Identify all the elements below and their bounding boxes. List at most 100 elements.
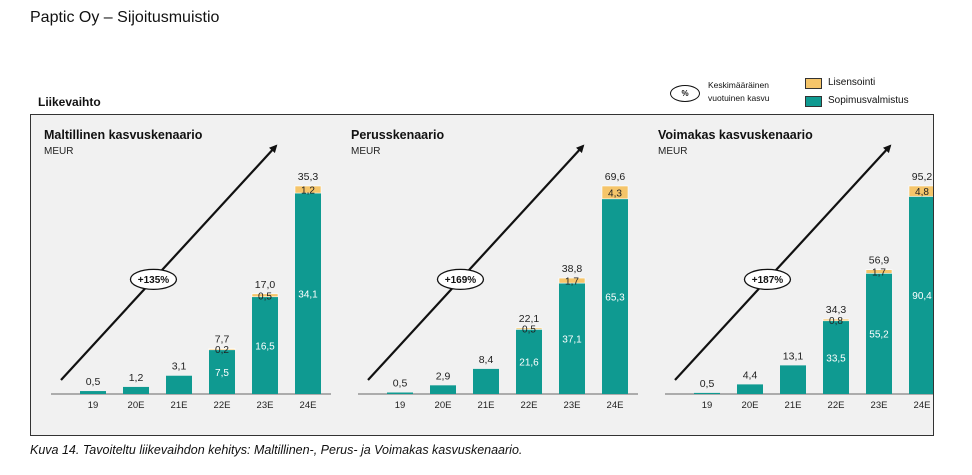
x-tick-label: 23E <box>564 400 581 411</box>
licensing-value-label: 0,5 <box>258 291 272 302</box>
licensing-value-label: 0,2 <box>215 345 229 356</box>
licensing-value-label: 0,5 <box>522 325 536 336</box>
charts-canvas: Maltillinen kasvuskenaario MEUR +135% 0,5 19… <box>44 128 933 411</box>
total-value-label: 0,5 <box>700 378 715 390</box>
contract-value-label: 90,4 <box>912 291 932 302</box>
x-tick-label: 21E <box>478 400 495 411</box>
contract-bar <box>694 392 720 394</box>
chart-title: Perusskenaario <box>351 128 444 142</box>
contract-bar <box>559 283 585 394</box>
total-value-label: 0,5 <box>393 378 408 390</box>
chart-title: Voimakas kasvuskenaario <box>658 128 813 142</box>
contract-bar <box>866 273 892 394</box>
x-tick-label: 22E <box>521 400 538 411</box>
contract-bar <box>209 349 235 394</box>
growth-label: +169% <box>445 275 477 286</box>
contract-value-label: 33,5 <box>826 353 846 364</box>
contract-bar <box>295 193 321 394</box>
total-value-label: 38,8 <box>562 263 583 275</box>
licensing-bar <box>908 185 933 197</box>
growth-legend-line2: vuotuinen kasvu <box>708 93 770 103</box>
contract-bar <box>80 391 106 394</box>
growth-legend-label: Keskimääräinen vuotuinen kasvu <box>708 79 798 105</box>
growth-oval <box>129 268 178 291</box>
x-tick-label: 19 <box>702 400 713 411</box>
chart-unit-label: MEUR <box>658 146 687 157</box>
licensing-value-label: 1,2 <box>301 186 315 197</box>
licensing-bar <box>208 348 236 351</box>
contract-bar <box>909 196 933 394</box>
licensing-value-label: 4,8 <box>915 187 929 198</box>
licensing-bar <box>558 277 586 284</box>
total-value-label: 17,0 <box>255 279 276 291</box>
contract-bar <box>387 392 413 394</box>
licensing-bar <box>865 269 893 274</box>
total-value-label: 22,1 <box>519 313 540 325</box>
x-tick-label: 20E <box>128 400 145 411</box>
contract-swatch <box>805 96 822 107</box>
total-value-label: 2,9 <box>436 370 451 382</box>
contract-bar <box>123 386 149 394</box>
growth-arrow <box>367 144 585 381</box>
licensing-bar <box>294 185 322 194</box>
section-title: Liikevaihto <box>38 95 101 109</box>
x-tick-label: 22E <box>828 400 845 411</box>
contract-bar <box>430 385 456 394</box>
total-value-label: 1,2 <box>129 372 144 384</box>
total-value-label: 8,4 <box>479 354 494 366</box>
x-tick-label: 21E <box>171 400 188 411</box>
x-tick-label: 19 <box>88 400 99 411</box>
contract-value-label: 37,1 <box>562 335 582 346</box>
x-tick-label: 22E <box>214 400 231 411</box>
licensing-legend-label: Lisensointi <box>828 77 876 88</box>
x-tick-label: 24E <box>300 400 317 411</box>
total-value-label: 3,1 <box>172 361 187 373</box>
contract-bar <box>166 375 192 394</box>
chart-unit-label: MEUR <box>351 146 380 157</box>
total-value-label: 35,3 <box>298 171 319 183</box>
contract-value-label: 7,5 <box>215 368 229 379</box>
licensing-bar <box>515 327 543 330</box>
growth-label: +187% <box>752 275 784 286</box>
growth-arrow <box>60 144 278 381</box>
contract-bar <box>780 365 806 394</box>
charts-panel: Maltillinen kasvuskenaario MEUR +135% 0,5 19… <box>30 114 934 436</box>
total-value-label: 13,1 <box>783 350 804 362</box>
total-value-label: 56,9 <box>869 255 890 267</box>
contract-bar <box>252 296 278 394</box>
total-value-label: 4,4 <box>743 369 758 381</box>
licensing-value-label: 1,7 <box>872 268 886 279</box>
x-tick-label: 24E <box>914 400 931 411</box>
licensing-value-label: 1,7 <box>565 277 579 288</box>
licensing-bar <box>251 293 279 298</box>
total-value-label: 34,3 <box>826 304 847 316</box>
licensing-value-label: 4,3 <box>608 188 622 199</box>
licensing-bar <box>601 185 629 200</box>
contract-bar <box>737 384 763 394</box>
growth-arrow <box>674 144 892 381</box>
contract-legend-label: Sopimusvalmistus <box>828 95 909 106</box>
growth-legend-line1: Keskimääräinen <box>708 80 769 90</box>
licensing-value-label: 0,8 <box>829 316 843 327</box>
x-tick-label: 23E <box>871 400 888 411</box>
chart-title: Maltillinen kasvuskenaario <box>44 128 203 142</box>
x-tick-label: 19 <box>395 400 406 411</box>
x-tick-label: 23E <box>257 400 274 411</box>
contract-bar <box>473 368 499 394</box>
growth-oval <box>743 268 792 291</box>
chart-unit-label: MEUR <box>44 146 73 157</box>
contract-value-label: 34,1 <box>298 290 318 301</box>
contract-bar <box>823 320 849 394</box>
x-tick-label: 20E <box>742 400 759 411</box>
contract-value-label: 16,5 <box>255 341 275 352</box>
total-value-label: 7,7 <box>215 334 230 346</box>
growth-oval <box>436 268 485 291</box>
contract-value-label: 21,6 <box>519 358 539 369</box>
x-tick-label: 21E <box>785 400 802 411</box>
growth-oval-icon: % <box>670 85 700 102</box>
licensing-swatch <box>805 78 822 89</box>
contract-bar <box>516 329 542 394</box>
contract-value-label: 65,3 <box>605 292 625 303</box>
document-title: Paptic Oy – Sijoitusmuistio <box>30 9 220 26</box>
total-value-label: 0,5 <box>86 376 101 388</box>
